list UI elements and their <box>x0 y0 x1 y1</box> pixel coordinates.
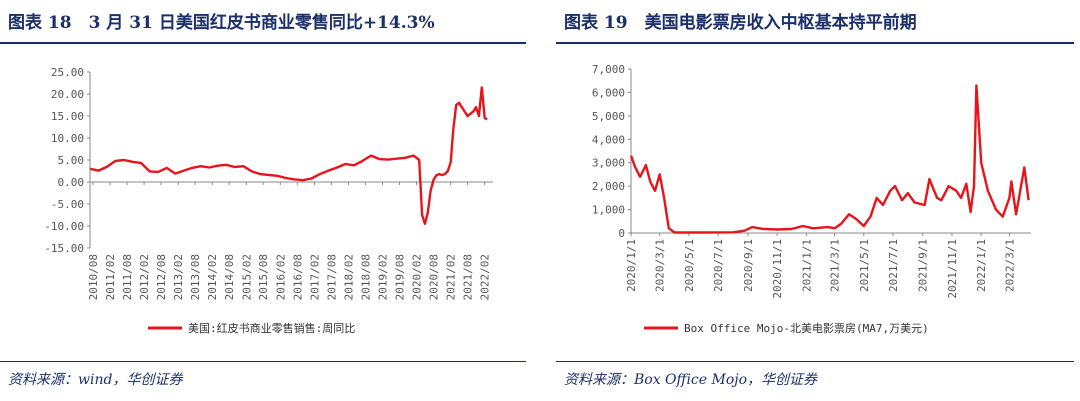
y-tick-label: -15.00 <box>44 242 84 255</box>
x-tick-label: 2017/02 <box>308 254 321 300</box>
title-underline <box>0 42 526 44</box>
x-tick-label: 2015/08 <box>257 254 270 300</box>
x-tick-label: 2020/08 <box>428 254 441 300</box>
x-tick-label: 2019/02 <box>377 254 390 300</box>
x-tick-label: 2020/1/1 <box>625 239 638 292</box>
source-divider <box>0 361 526 362</box>
y-tick-label: 5.00 <box>58 154 85 167</box>
x-tick-label: 2018/02 <box>342 254 355 300</box>
x-tick-label: 2022/1/1 <box>975 239 988 292</box>
x-tick-label: 2020/9/1 <box>742 239 755 292</box>
y-tick-label: 0.00 <box>58 176 85 189</box>
x-tick-label: 2020/3/1 <box>654 239 667 292</box>
y-tick-label: 2,000 <box>592 180 625 193</box>
x-tick-label: 2011/08 <box>121 254 134 300</box>
figure-19-source: 资料来源：Box Office Mojo，华创证券 <box>564 372 818 388</box>
x-tick-label: 2011/02 <box>104 254 117 300</box>
y-tick-label: 20.00 <box>51 88 84 101</box>
x-tick-label: 2021/1/1 <box>800 239 813 292</box>
x-tick-label: 2014/08 <box>223 254 236 300</box>
x-tick-label: 2015/02 <box>240 254 253 300</box>
y-tick-label: 4,000 <box>592 133 625 146</box>
x-tick-label: 2021/5/1 <box>858 239 871 292</box>
y-tick-label: 15.00 <box>51 110 84 123</box>
y-tick-label: 7,000 <box>592 63 625 76</box>
x-tick-label: 2016/02 <box>274 254 287 300</box>
x-tick-label: 2020/7/1 <box>712 239 725 292</box>
y-tick-label: 3,000 <box>592 157 625 170</box>
x-tick-label: 2016/08 <box>291 254 304 300</box>
legend-label: 美国:红皮书商业零售销售:周同比 <box>188 321 355 335</box>
figure-19-title: 图表 19 美国电影票房收入中枢基本持平前期 <box>564 13 917 33</box>
figure-18-title: 图表 18 3 月 31 日美国红皮书商业零售同比+14.3% <box>8 13 435 33</box>
series-line <box>629 84 1030 234</box>
figure-18-source: 资料来源：wind，华创证券 <box>8 372 183 388</box>
x-tick-label: 2020/5/1 <box>683 239 696 292</box>
x-tick-label: 2012/08 <box>155 254 168 300</box>
y-tick-label: 5,000 <box>592 110 625 123</box>
y-tick-label: -10.00 <box>44 220 84 233</box>
x-tick-label: 2013/02 <box>172 254 185 300</box>
x-tick-label: 2021/7/1 <box>887 239 900 292</box>
y-tick-label: 10.00 <box>51 132 84 145</box>
retail-sales-chart: 25.00 20.00 15.00 10.00 5.00 0.00 -5.00 -10.00 -… <box>44 66 493 335</box>
series-line <box>89 86 488 226</box>
x-tick-label: 2014/02 <box>206 254 219 300</box>
figure-18-panel: 图表 18 3 月 31 日美国红皮书商业零售同比+14.3% 25.00 20.… <box>0 0 532 401</box>
x-tick-label: 2019/08 <box>393 254 406 300</box>
x-tick-label: 2012/02 <box>138 254 151 300</box>
x-tick-label: 2020/11/1 <box>771 239 784 299</box>
x-tick-label: 2020/02 <box>411 254 424 300</box>
x-tick-label: 2010/08 <box>87 254 100 300</box>
x-tick-label: 2021/3/1 <box>829 239 842 292</box>
x-tick-label: 2022/3/1 <box>1003 239 1016 292</box>
y-tick-label: 6,000 <box>592 86 625 99</box>
x-tick-label: 2018/08 <box>359 254 372 300</box>
legend-label: Box Office Mojo-北美电影票房(MA7,万美元) <box>684 322 929 335</box>
x-tick-label: 2021/02 <box>445 254 458 300</box>
y-tick-label: 25.00 <box>51 66 84 79</box>
x-tick-label: 2021/08 <box>462 254 475 300</box>
title-underline <box>556 42 1074 44</box>
y-tick-label: 0 <box>618 227 625 240</box>
x-tick-label: 2021/11/1 <box>946 239 959 299</box>
y-tick-label: -5.00 <box>51 198 84 211</box>
y-tick-label: 1,000 <box>592 204 625 217</box>
x-tick-label: 2021/9/1 <box>917 239 930 292</box>
x-tick-label: 2013/08 <box>189 254 202 300</box>
figure-19-panel: 图表 19 美国电影票房收入中枢基本持平前期 7,000 6,000 5,000 4,… <box>556 0 1080 401</box>
box-office-chart: 7,0006,0005,0004,0003,0002,0001,00002020… <box>592 63 1031 335</box>
x-tick-label: 2017/08 <box>325 254 338 300</box>
x-tick-label: 2022/02 <box>479 254 492 300</box>
source-divider <box>556 361 1074 362</box>
